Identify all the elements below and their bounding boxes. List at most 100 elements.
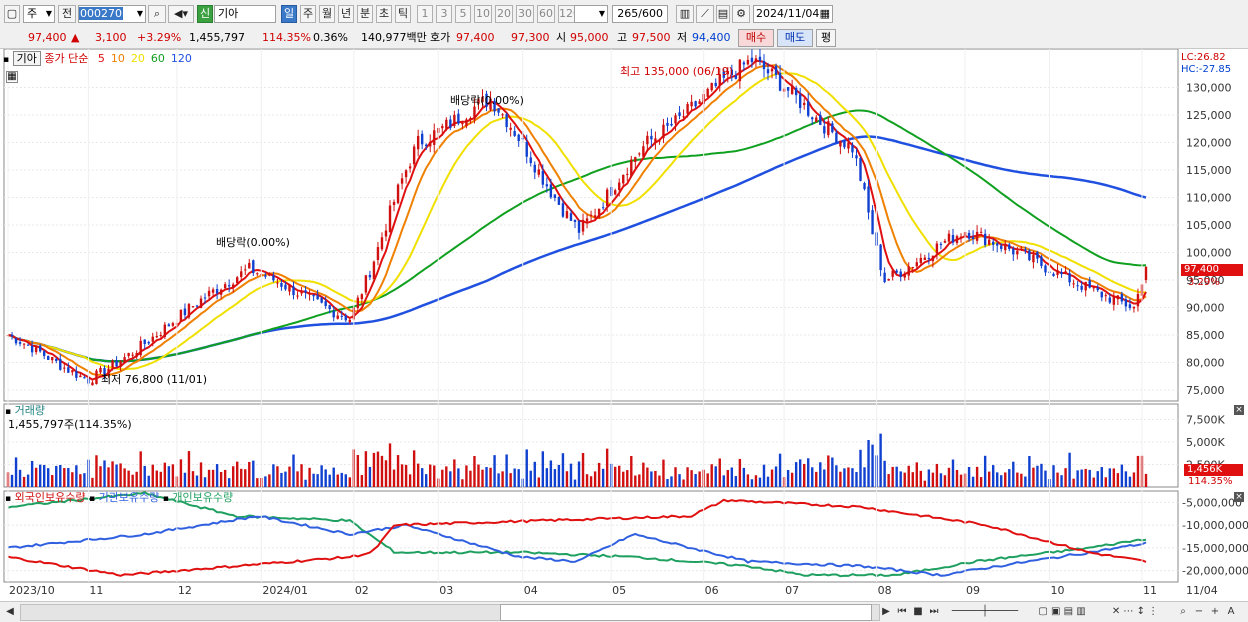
zoom-slider[interactable]: ─────┼─────: [951, 606, 1019, 617]
volume-bar: [626, 470, 629, 487]
candle-body: [919, 257, 923, 263]
volume-bar: [179, 459, 183, 487]
bottom-scrollbar[interactable]: ◀ ▶ ⏮ ■ ⏭ ─────┼───── ▢ ▣ ▤ ▥ ✕ ⋯ ↕ ⋮ ⌕ …: [0, 601, 1248, 622]
scroll-right-icon[interactable]: ▶: [882, 606, 890, 617]
minus-icon[interactable]: −: [1194, 606, 1204, 617]
volume-bar: [738, 458, 742, 487]
stop-icon[interactable]: ■: [913, 606, 923, 617]
volume-bar: [662, 459, 665, 487]
candle-body: [915, 262, 918, 267]
candle-body: [304, 290, 307, 293]
candle-body: [26, 344, 30, 346]
skip-back-icon[interactable]: ⏮: [897, 606, 907, 617]
period-tab-4[interactable]: 분: [357, 5, 373, 23]
save-icon[interactable]: ▤: [716, 5, 730, 23]
period-tab-6[interactable]: 틱: [395, 5, 411, 23]
draw-line-icon[interactable]: ⟋: [696, 5, 714, 23]
candle-body: [364, 275, 368, 293]
layout-icon[interactable]: ▢: [4, 5, 20, 23]
interval-button-0[interactable]: 1: [417, 5, 433, 23]
period-tab-3[interactable]: 년: [338, 5, 354, 23]
volume-bar: [1044, 470, 1047, 487]
market-select[interactable]: 주 ▼: [23, 5, 55, 23]
volume-bar: [807, 458, 810, 487]
volume-bar: [505, 454, 508, 487]
price-legend: ▪ 기아 종가 단순 5 10 20 60 120: [3, 51, 192, 67]
interval-button-1[interactable]: 3: [436, 5, 452, 23]
period-tab-5[interactable]: 초: [376, 5, 392, 23]
code-input[interactable]: 000270 ▼: [78, 5, 146, 23]
interval-button-2[interactable]: 5: [455, 5, 471, 23]
chart-area[interactable]: 75,000 80,000 85,000 90,000 95,000 100,000 105…: [0, 49, 1248, 601]
volume-bar: [284, 471, 287, 487]
candle-body: [1040, 256, 1043, 266]
volume-bar: [943, 475, 947, 487]
price-tab[interactable]: 기아: [12, 51, 41, 66]
candle-body: [207, 290, 211, 297]
volume-bar: [1088, 469, 1091, 487]
volume-bar: [581, 452, 585, 487]
tool-buttons[interactable]: ✕ ⋯ ↕ ⋮: [1111, 606, 1159, 617]
prev-button[interactable]: 전: [58, 5, 76, 23]
volume-bar: [1100, 467, 1103, 487]
volume-bar: [650, 471, 653, 487]
date-field[interactable]: 2024/11/04 ▦: [753, 5, 833, 23]
count-field[interactable]: 265/600: [612, 5, 668, 23]
candle-body: [983, 233, 987, 246]
volume-bar: [718, 458, 721, 487]
candle-body: [718, 74, 721, 86]
menu-icon[interactable]: ▪: [5, 494, 12, 504]
scroll-thumb[interactable]: [500, 604, 872, 621]
volume-bar: [863, 467, 866, 487]
interval-select[interactable]: ▼: [574, 5, 608, 23]
grid-icon[interactable]: ▦: [6, 71, 18, 83]
interval-button-5[interactable]: 30: [516, 5, 534, 23]
candle-body: [1112, 296, 1116, 305]
volume-bar: [939, 473, 943, 487]
volume-bar: [750, 479, 754, 487]
chart-svg[interactable]: 75,00080,00085,00090,00095,000100,000105…: [0, 49, 1248, 601]
close-icon[interactable]: ×: [1234, 492, 1244, 502]
period-tab-1[interactable]: 주: [300, 5, 316, 23]
interval-button-4[interactable]: 20: [495, 5, 513, 23]
zoom-out-search-icon[interactable]: ⌕: [1180, 606, 1186, 617]
gear-icon[interactable]: ⚙: [732, 5, 750, 23]
layout-buttons[interactable]: ▢ ▣ ▤ ▥: [1038, 606, 1086, 617]
menu-icon[interactable]: ▪: [5, 407, 12, 417]
plus-icon[interactable]: +: [1210, 606, 1220, 617]
interval-button-3[interactable]: 10: [474, 5, 492, 23]
volume-bar: [1064, 468, 1067, 487]
candle-body: [1096, 287, 1099, 291]
skip-forward-icon[interactable]: ⏭: [929, 606, 939, 617]
volume-bar: [855, 472, 858, 487]
volume-bar: [119, 463, 122, 487]
ma-period-60: 60: [150, 52, 165, 65]
period-tab-0[interactable]: 일: [281, 5, 297, 23]
font-size-icon[interactable]: A: [1227, 606, 1235, 617]
eval-button[interactable]: 평: [816, 29, 836, 47]
candle-body: [119, 361, 122, 367]
close-icon[interactable]: ×: [1234, 405, 1244, 415]
volume-bar: [465, 465, 468, 487]
scroll-left-icon[interactable]: ◀: [6, 606, 14, 617]
candle-body: [276, 282, 279, 284]
sell-button[interactable]: 매도: [777, 29, 813, 47]
menu-icon[interactable]: ▪: [3, 55, 10, 65]
x-axis-label: 11/04: [1186, 584, 1218, 597]
menu-icon[interactable]: ▪: [162, 494, 169, 504]
interval-button-6[interactable]: 60: [537, 5, 555, 23]
candle-body: [441, 126, 444, 129]
volume-bar: [766, 476, 770, 487]
period-tab-2[interactable]: 월: [319, 5, 335, 23]
volume-bar: [1016, 472, 1019, 487]
buy-button[interactable]: 매수: [738, 29, 774, 47]
candle-icon[interactable]: ▥: [676, 5, 694, 23]
volume-bar: [268, 474, 271, 487]
speaker-icon[interactable]: ◀▾: [168, 5, 194, 23]
holdings-tick-label: -20,000,000: [1182, 565, 1248, 578]
candle-body: [618, 182, 621, 190]
search-icon[interactable]: ⌕: [148, 5, 166, 23]
volume-bar: [51, 475, 54, 487]
menu-icon[interactable]: ▪: [88, 494, 96, 504]
candle-body: [646, 135, 649, 145]
